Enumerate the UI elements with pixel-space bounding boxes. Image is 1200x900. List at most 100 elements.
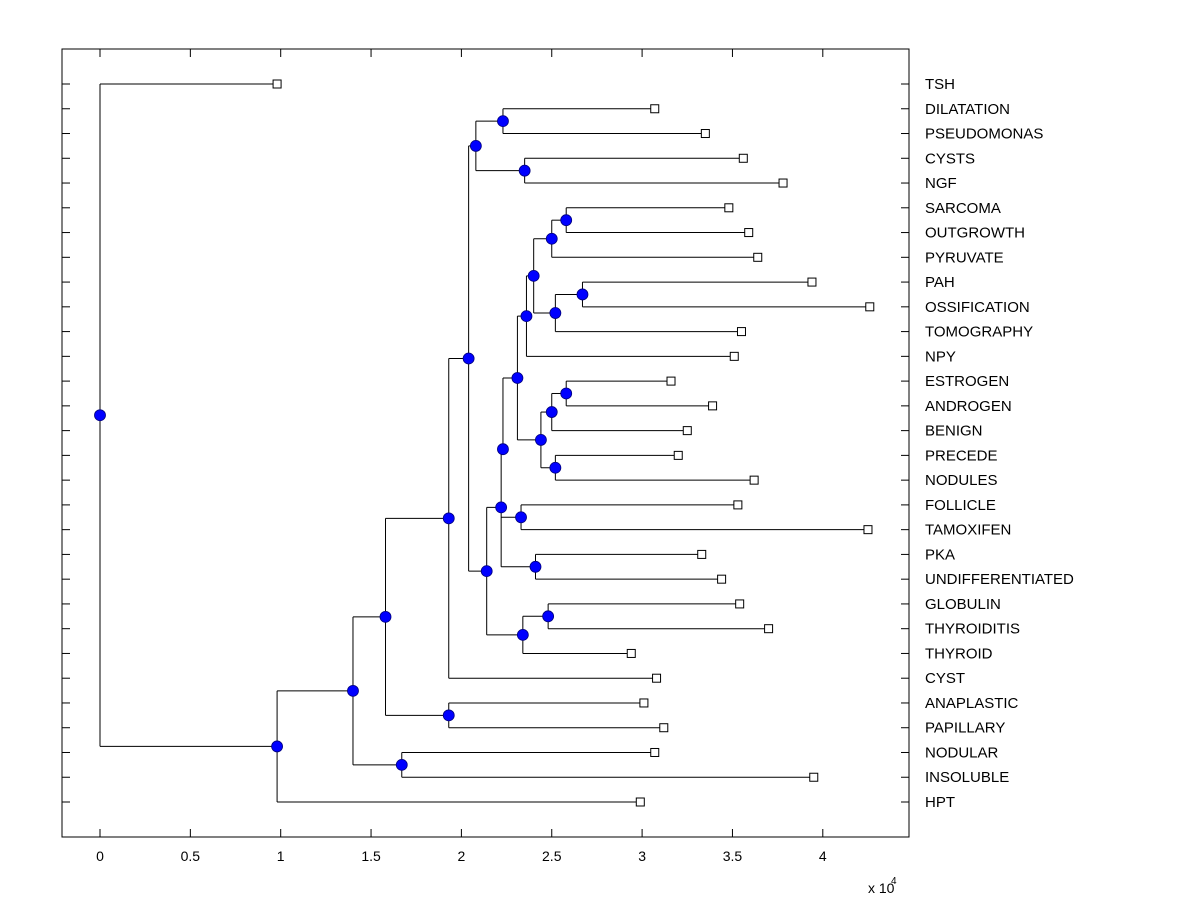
leaf-label: TAMOXIFEN <box>925 522 1011 539</box>
node-marker <box>469 139 482 152</box>
leaf-marker <box>626 648 636 658</box>
node-marker <box>347 684 359 697</box>
leaf-label: GLOBULIN <box>925 596 1001 613</box>
leaf-label: DILATATION <box>925 101 1010 118</box>
axis-ticks <box>62 49 909 837</box>
leaf-label: CYST <box>925 670 965 687</box>
leaf-label: TOMOGRAPHY <box>925 324 1033 341</box>
leaf-label: NODULAR <box>925 744 999 761</box>
leaf-marker <box>717 574 727 584</box>
x-tick-label: 4 <box>819 848 827 864</box>
leaf-label: PRECEDE <box>925 447 998 464</box>
leaf-marker <box>733 500 743 510</box>
leaf-marker <box>724 203 734 213</box>
x-tick-label: 0.5 <box>181 848 201 864</box>
x-tick-labels: 0 0.5 1 1.5 2 2.5 3 3.5 4 <box>96 848 827 864</box>
node-marker <box>395 758 408 771</box>
leaf-marker <box>809 772 819 782</box>
leaf-marker <box>744 228 754 238</box>
leaf-label: THYROID <box>925 645 993 662</box>
node-marker <box>518 164 531 177</box>
leaf-label: NGF <box>925 175 957 192</box>
leaf-marker <box>659 723 669 733</box>
leaf-label: HPT <box>925 794 955 811</box>
node-marker <box>516 628 529 641</box>
leaf-marker <box>635 797 645 807</box>
leaf-label: PSEUDOMONAS <box>925 126 1043 143</box>
node-marker <box>549 461 562 474</box>
node-marker <box>545 406 558 418</box>
node-marker <box>495 501 508 514</box>
leaf-marker <box>738 153 748 163</box>
leaf-label: PAH <box>925 274 955 291</box>
leaf-marker <box>650 104 660 114</box>
leaf-marker <box>865 302 875 312</box>
leaf-label: OSSIFICATION <box>925 299 1030 316</box>
node-marker <box>545 232 558 245</box>
leaf-label: SARCOMA <box>925 200 1001 217</box>
leaf-label: INSOLUBLE <box>925 769 1009 786</box>
leaf-marker <box>673 450 683 460</box>
node-marker <box>497 443 509 456</box>
leaf-marker <box>639 698 649 708</box>
leaf-label: BENIGN <box>925 423 983 440</box>
leaf-label: ANDROGEN <box>925 398 1012 415</box>
x-tick-label: 3 <box>638 848 646 864</box>
leaf-label: FOLLICLE <box>925 497 996 514</box>
x-multiplier-label: x 10 <box>868 880 895 896</box>
x-tick-label: 1 <box>277 848 285 864</box>
leaf-marker <box>736 327 746 337</box>
leaf-marker <box>735 599 745 609</box>
node-marker <box>529 560 542 573</box>
node-marker <box>527 269 540 282</box>
x-tick-label: 2.5 <box>542 848 562 864</box>
node-marker <box>520 310 533 323</box>
leaf-marker <box>753 252 763 262</box>
node-marker <box>480 565 493 578</box>
leaf-label: PAPILLARY <box>925 720 1005 737</box>
node-marker <box>442 512 455 525</box>
leaf-label: PYRUVATE <box>925 249 1004 266</box>
x-tick-label: 3.5 <box>723 848 743 864</box>
leaf-marker <box>682 426 692 436</box>
leaf-marker <box>749 475 759 485</box>
leaf-label: THYROIDITIS <box>925 621 1020 638</box>
x-tick-label: 0 <box>96 848 104 864</box>
leaf-markers <box>272 79 875 807</box>
leaf-marker <box>807 277 817 287</box>
leaf-marker <box>700 129 710 139</box>
leaf-label: TSH <box>925 76 955 93</box>
node-marker <box>560 214 573 227</box>
node-marker <box>560 387 573 400</box>
leaf-marker <box>778 178 788 188</box>
leaf-marker <box>650 747 660 757</box>
node-marker <box>542 610 555 623</box>
node-marker <box>576 288 589 301</box>
leaf-marker <box>666 376 676 386</box>
node-marker <box>94 409 106 422</box>
node-marker <box>379 610 392 623</box>
leaf-label: NODULES <box>925 472 998 489</box>
leaf-marker <box>697 549 707 559</box>
x-tick-label: 1.5 <box>361 848 381 864</box>
node-marker <box>271 740 283 753</box>
leaf-marker <box>764 624 774 634</box>
leaf-marker <box>708 401 718 411</box>
leaf-marker <box>729 351 739 361</box>
node-marker <box>442 709 455 722</box>
node-markers <box>94 115 589 771</box>
leaf-marker <box>652 673 662 683</box>
node-marker <box>511 372 524 384</box>
leaf-label: ANAPLASTIC <box>925 695 1019 712</box>
leaf-label: NPY <box>925 348 956 365</box>
leaf-label: OUTGROWTH <box>925 225 1025 242</box>
node-marker <box>515 511 527 524</box>
x-multiplier-exponent: 4 <box>891 876 897 887</box>
leaf-marker <box>272 79 282 89</box>
leaf-label: ESTROGEN <box>925 373 1009 390</box>
leaf-label: PKA <box>925 546 955 563</box>
node-marker <box>462 352 475 365</box>
leaf-labels: TSH DILATATION PSEUDOMONAS CYSTS NGF SARCOMA O… <box>925 76 1074 811</box>
node-marker <box>549 307 562 319</box>
